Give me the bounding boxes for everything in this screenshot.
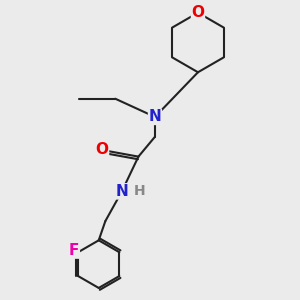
Text: H: H bbox=[133, 184, 145, 198]
Text: N: N bbox=[116, 184, 128, 199]
Text: O: O bbox=[95, 142, 109, 158]
Text: F: F bbox=[69, 243, 79, 258]
Text: N: N bbox=[148, 110, 161, 124]
Text: O: O bbox=[191, 5, 205, 20]
